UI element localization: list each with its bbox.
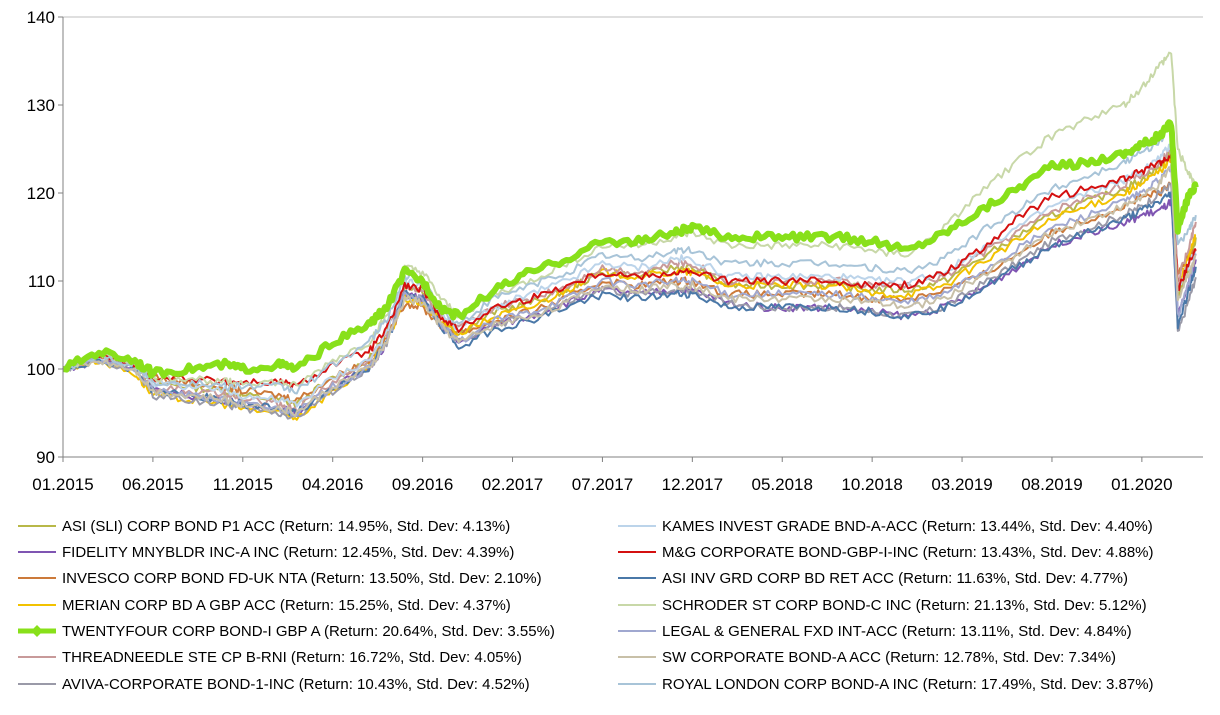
legend-label: KAMES INVEST GRADE BND-A-ACC (Return: 13… (662, 518, 1153, 535)
x-tick-label: 02.2017 (482, 475, 543, 494)
legend-marker (31, 625, 43, 637)
x-tick-label: 07.2017 (572, 475, 633, 494)
series-line (62, 51, 1197, 388)
legend-item: FIDELITY MNYBLDR INC-A INC (Return: 12.4… (18, 544, 514, 561)
x-tick-label: 03.2019 (931, 475, 992, 494)
legend-label: AVIVA-CORPORATE BOND-1-INC (Return: 10.4… (62, 676, 530, 693)
y-tick-label: 120 (27, 184, 55, 203)
y-tick-label: 90 (36, 448, 55, 467)
y-tick-labels: 90 100 110 120 130 140 (27, 8, 55, 467)
series-layer (62, 51, 1199, 421)
legend-item: AVIVA-CORPORATE BOND-1-INC (Return: 10.4… (18, 676, 530, 693)
axes-layer (58, 16, 1203, 462)
legend-item: ROYAL LONDON CORP BOND-A INC (Return: 17… (618, 676, 1154, 693)
legend-item: KAMES INVEST GRADE BND-A-ACC (Return: 13… (618, 518, 1153, 535)
legend-label: M&G CORPORATE BOND-GBP-I-INC (Return: 13… (662, 544, 1154, 561)
legend-item: MERIAN CORP BD A GBP ACC (Return: 15.25%… (18, 597, 511, 614)
x-tick-label: 09.2016 (392, 475, 453, 494)
legend-item: SW CORPORATE BOND-A ACC (Return: 12.78%,… (618, 649, 1116, 666)
y-tick-label: 110 (28, 272, 55, 291)
x-tick-labels: 01.2015 06.2015 11.2015 04.2016 09.2016 02.20… (32, 475, 1172, 494)
legend-label: SW CORPORATE BOND-A ACC (Return: 12.78%,… (662, 649, 1116, 666)
legend-label: FIDELITY MNYBLDR INC-A INC (Return: 12.4… (62, 544, 514, 561)
legend-item: SCHRODER ST CORP BOND-C INC (Return: 21.… (618, 597, 1147, 614)
y-tick-label: 100 (27, 360, 55, 379)
series-line (62, 126, 1197, 395)
y-tick-label: 140 (27, 8, 55, 27)
legend-item: LEGAL & GENERAL FXD INT-ACC (Return: 13.… (618, 623, 1132, 640)
legend-label: TWENTYFOUR CORP BOND-I GBP A (Return: 20… (62, 623, 555, 640)
legend-label: ASI INV GRD CORP BD RET ACC (Return: 11.… (662, 570, 1128, 587)
series-line (62, 163, 1197, 417)
legend-item: ASI (SLI) CORP BOND P1 ACC (Return: 14.9… (18, 518, 510, 535)
x-tick-label: 01.2015 (32, 475, 93, 494)
legend-label: ASI (SLI) CORP BOND P1 ACC (Return: 14.9… (62, 518, 510, 535)
x-tick-label: 01.2020 (1111, 475, 1172, 494)
legend-item: TWENTYFOUR CORP BOND-I GBP A (Return: 20… (18, 623, 555, 640)
legend-label: LEGAL & GENERAL FXD INT-ACC (Return: 13.… (662, 623, 1132, 640)
legend-item: M&G CORPORATE BOND-GBP-I-INC (Return: 13… (618, 544, 1154, 561)
legend-label: ROYAL LONDON CORP BOND-A INC (Return: 17… (662, 676, 1154, 693)
x-tick-label: 06.2015 (122, 475, 183, 494)
legend-item: THREADNEEDLE STE CP B-RNI (Return: 16.72… (18, 649, 522, 666)
legend: ASI (SLI) CORP BOND P1 ACC (Return: 14.9… (18, 518, 1154, 693)
x-tick-label: 11.2015 (213, 475, 273, 494)
series-line (62, 119, 1199, 379)
series-line (62, 166, 1197, 418)
x-tick-label: 10.2018 (841, 475, 902, 494)
legend-label: SCHRODER ST CORP BOND-C INC (Return: 21.… (662, 597, 1147, 614)
x-tick-label: 05.2018 (752, 475, 813, 494)
series-line (62, 191, 1197, 417)
series-line (62, 153, 1197, 390)
y-tick-label: 130 (27, 96, 55, 115)
legend-item: INVESCO CORP BOND FD-UK NTA (Return: 13.… (18, 570, 542, 587)
legend-item: ASI INV GRD CORP BD RET ACC (Return: 11.… (618, 570, 1128, 587)
series-line (62, 146, 1197, 412)
x-tick-label: 04.2016 (302, 475, 363, 494)
x-tick-label: 12.2017 (662, 475, 723, 494)
legend-label: MERIAN CORP BD A GBP ACC (Return: 15.25%… (62, 597, 511, 614)
legend-label: THREADNEEDLE STE CP B-RNI (Return: 16.72… (62, 649, 522, 666)
legend-label: INVESCO CORP BOND FD-UK NTA (Return: 13.… (62, 570, 542, 587)
series-line (62, 143, 1197, 408)
x-tick-label: 08.2019 (1021, 475, 1082, 494)
